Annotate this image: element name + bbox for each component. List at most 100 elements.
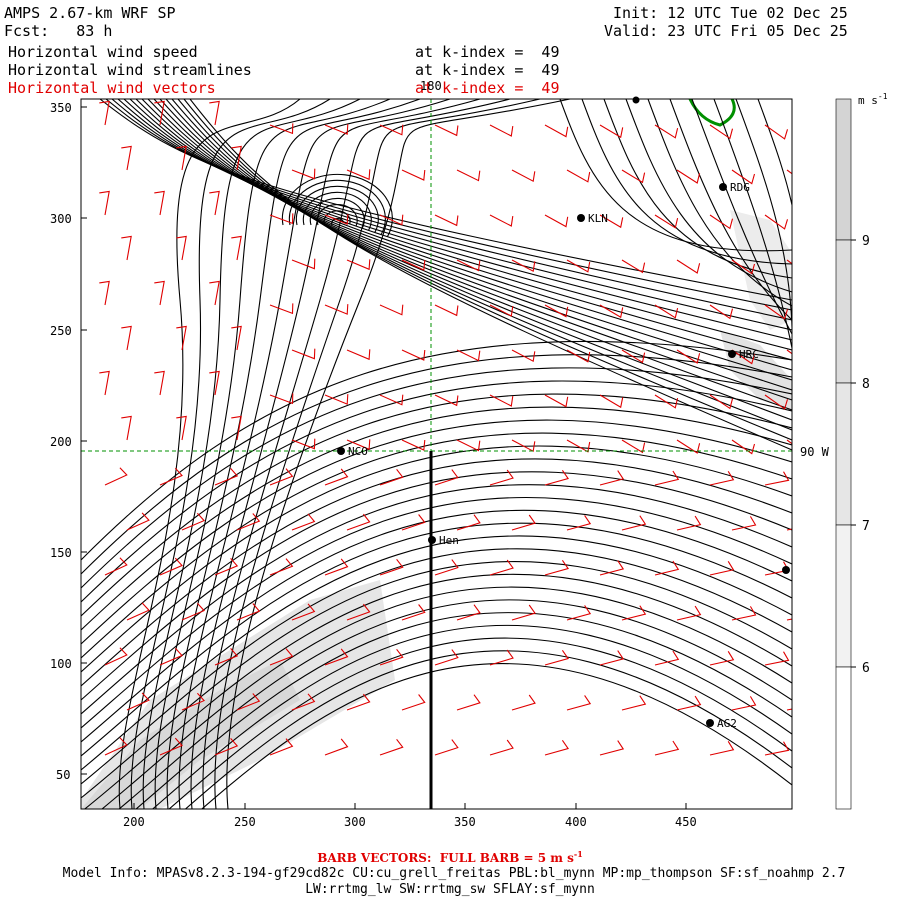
streamline [190,99,481,809]
wind-barb [544,214,569,228]
streamline [178,99,451,809]
plot-frame [80,98,793,810]
colorbar-unit: m s-1 [858,92,888,107]
x-tick-label: 300 [344,815,366,829]
wind-barb [209,190,220,216]
wind-barb [401,514,426,531]
streamline [81,509,792,743]
model-title: AMPS 2.67-km WRF SP [4,4,176,22]
station-label: AG2 [717,717,737,730]
wind-barb [709,214,734,230]
wind-barb [786,528,792,531]
model-info-physics: LW:rrtmg_lw SW:rrtmg_sw SFLAY:sf_mynn [305,882,595,897]
wind-barb [676,259,701,274]
wind-barb [104,557,128,576]
wind-barb [176,325,187,351]
wind-barb [654,394,679,409]
x-tick-label: 250 [234,815,256,829]
wind-barb [269,648,294,666]
wind-barb [159,737,183,756]
wind-barb [764,394,789,410]
wind-barb [154,280,165,306]
streamline [99,99,792,301]
station-marker [719,183,727,191]
colorbar-tick-label: 6 [862,661,870,676]
wind-barb [676,515,702,531]
wind-barb [511,514,536,531]
wind-barb [544,559,569,576]
wind-barb [489,394,514,407]
streamline-eddy [323,210,351,226]
wind-barb [709,304,734,320]
wind-barb [511,694,536,711]
wind-barb [291,348,316,360]
streamline [81,497,792,729]
streamline [691,99,792,335]
wind-barb [654,214,679,229]
wind-barb [654,650,680,666]
colorbar: 9 8 7 6 [835,98,870,810]
streamline [214,99,541,809]
streamline [111,99,792,321]
station-marker [428,536,436,544]
wind-barb [379,648,404,666]
wind-barb [621,169,646,184]
wind-barb [764,741,790,756]
streamline [81,432,792,659]
wind-barb [126,602,150,621]
field-label-speed: Horizontal wind speed [8,43,198,61]
wind-barb [621,515,647,531]
wind-barb [324,558,349,576]
wind-barb [209,100,220,126]
wind-barb [566,349,591,363]
streamline [603,99,792,279]
wind-barb [159,557,183,576]
wind-barb [566,169,591,183]
streamline [757,99,792,376]
wind-barb [231,235,242,261]
station-marker [782,566,790,574]
wind-barb [599,470,625,486]
wind-barb [379,468,404,486]
wind-barb [99,100,110,126]
wind-barb [621,605,647,621]
wind-barb [676,349,701,364]
streamline [183,99,792,441]
wind-barb [621,695,647,711]
wind-barb [654,560,680,576]
wind-barb [231,145,242,171]
wind-barb [731,696,757,711]
streamline [168,637,792,809]
wind-barb [121,145,132,171]
wind-barb [709,651,735,666]
wind-barb [676,605,702,621]
wind-barbs [99,100,792,756]
wind-barb [324,124,349,135]
wind-barb [599,740,625,756]
wind-barb [104,647,128,666]
wind-barb [154,100,165,126]
wind-barb [731,259,756,275]
speed-shading-ne [730,210,792,330]
wind-barb [99,370,110,396]
parallel-label: 90 W [800,445,830,459]
streamline-eddy [302,191,372,231]
station-marker [337,447,345,455]
wind-barb [489,559,514,576]
forecast-hour: Fcst: 83 h [4,22,113,40]
wind-barb [324,468,349,486]
streamline [159,99,792,401]
streamline [118,99,301,809]
wind-barb [599,560,625,576]
wind-barb [489,124,514,137]
wind-barb [456,349,481,362]
wind-barb [401,694,426,711]
wind-barb [346,259,371,271]
wind-barb [511,439,536,453]
wind-barb [291,603,316,621]
wind-barb [676,169,701,184]
wind-barb [269,213,294,225]
wind-barb [104,737,128,756]
streamline [142,99,361,809]
